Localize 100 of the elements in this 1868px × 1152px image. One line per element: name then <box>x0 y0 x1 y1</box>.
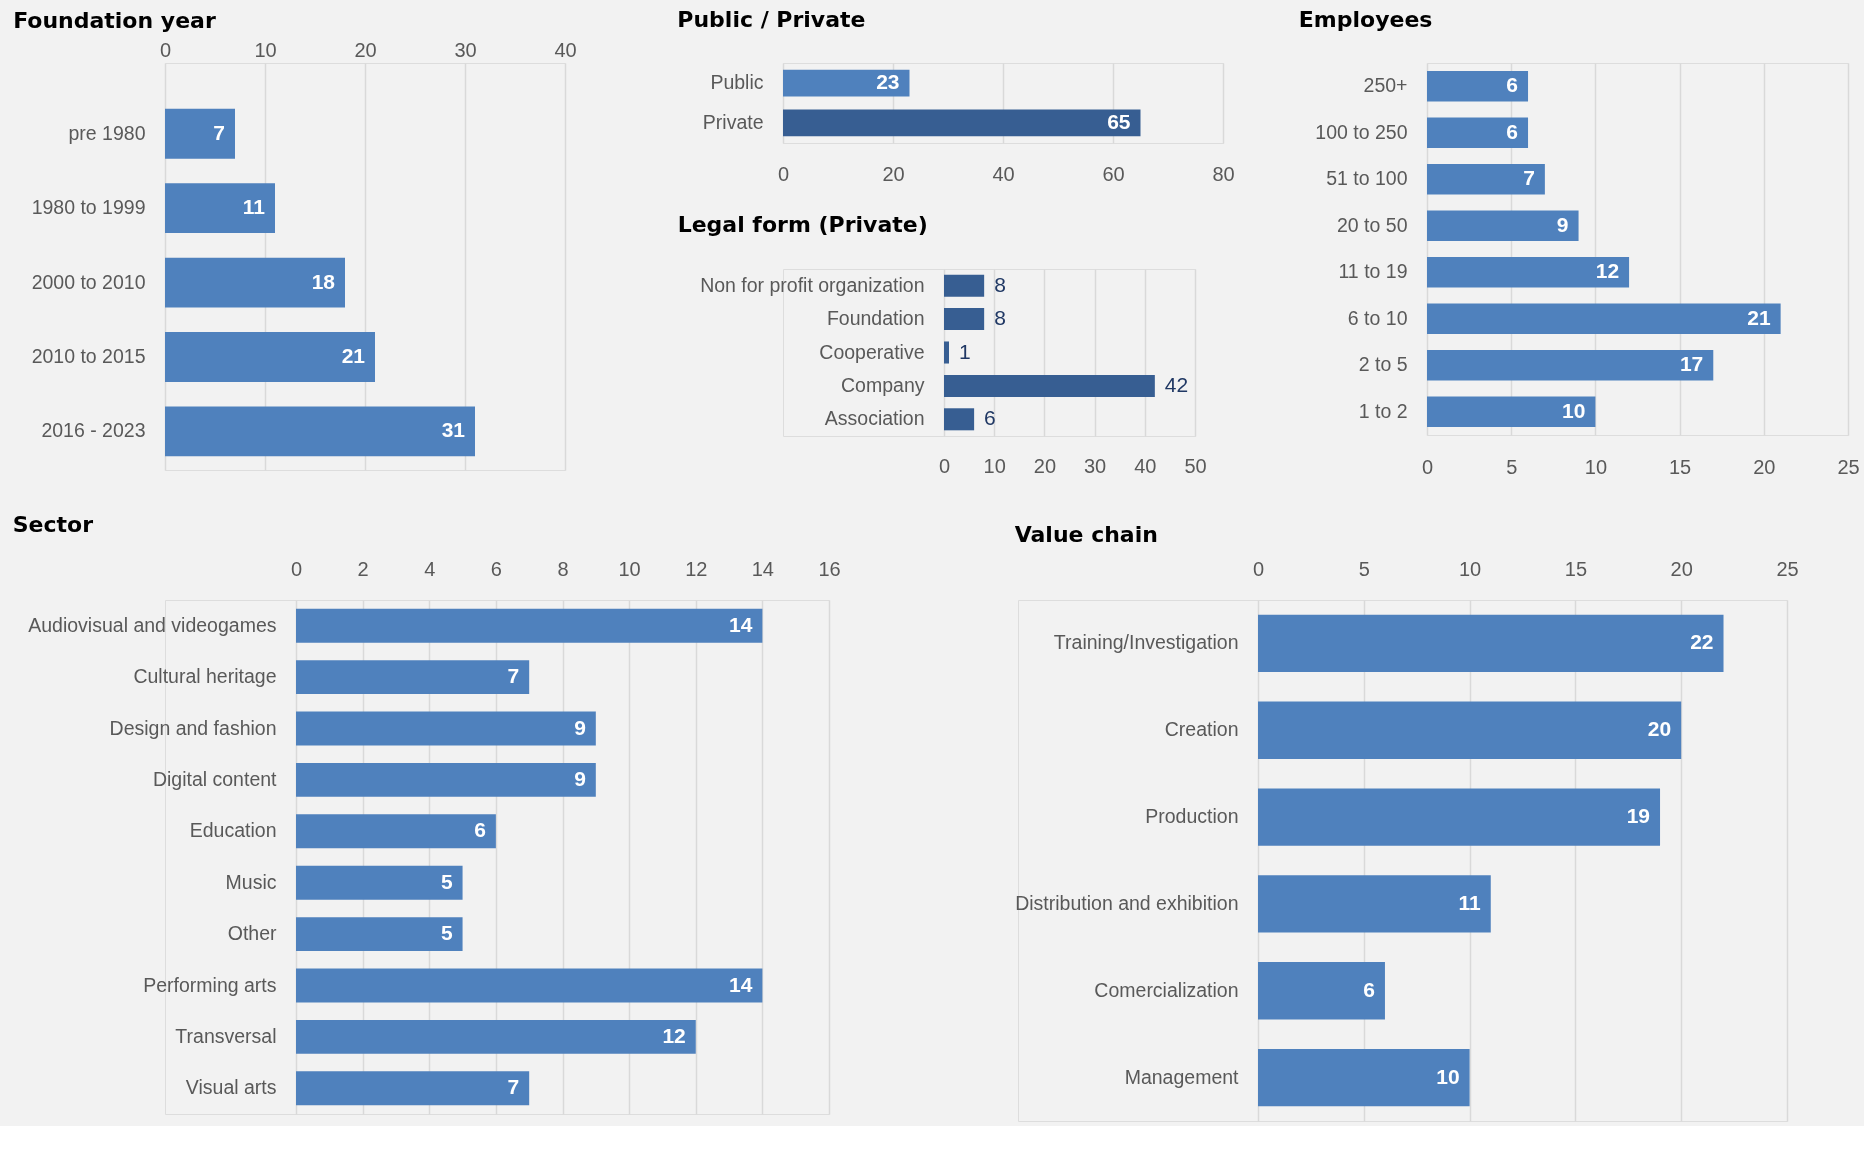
data-label: 12 <box>1595 259 1620 283</box>
data-label: 6 <box>1506 119 1519 143</box>
x-tick-label: 20 <box>1670 557 1693 580</box>
y-tick-label: Distribution and exhibition <box>1015 891 1239 914</box>
data-label: 12 <box>662 1023 686 1047</box>
data-label: 21 <box>341 343 366 367</box>
y-tick-label: 2000 to 2010 <box>31 270 146 293</box>
bar <box>296 1019 696 1054</box>
x-tick-label: 10 <box>1458 557 1482 580</box>
x-tick-label: 16 <box>818 557 841 580</box>
y-tick-label: Design and fashion <box>109 716 277 739</box>
bar <box>1427 163 1545 195</box>
x-tick-label: 15 <box>1668 455 1692 478</box>
data-label: 7 <box>507 664 520 688</box>
y-tick-label: Performing arts <box>143 973 277 996</box>
data-label: 8 <box>994 306 1006 330</box>
y-tick-label: Foundation <box>826 307 925 330</box>
data-label: 21 <box>1747 305 1771 329</box>
data-label: 22 <box>1690 630 1714 654</box>
data-label: 65 <box>1107 109 1131 133</box>
x-tick-label: 0 <box>777 162 790 185</box>
y-tick-label: Music <box>225 870 277 893</box>
x-tick-label: 0 <box>1421 455 1434 478</box>
data-label: 17 <box>1679 352 1704 376</box>
y-tick-label: Training/Investigation <box>1053 631 1239 654</box>
y-tick-label: Audiovisual and videogames <box>28 613 277 636</box>
data-label: 6 <box>1363 977 1375 1001</box>
y-tick-label: 2 to 5 <box>1358 353 1408 376</box>
bar <box>944 341 950 364</box>
bar <box>1427 256 1630 288</box>
y-tick-label: 100 to 250 <box>1315 120 1408 143</box>
y-tick-label: Non for profit organization <box>700 273 925 296</box>
data-label: 20 <box>1647 717 1672 741</box>
data-label: 5 <box>440 869 453 893</box>
y-tick-label: Private <box>702 110 764 133</box>
x-tick-label: 20 <box>1033 454 1057 477</box>
bar <box>296 968 763 1003</box>
y-tick-label: 11 to 19 <box>1338 260 1408 283</box>
bar <box>944 408 975 431</box>
y-tick-label: Management <box>1124 1065 1240 1088</box>
bar <box>1427 349 1714 381</box>
text: Sector <box>12 512 94 537</box>
x-tick-label: 20 <box>882 162 905 185</box>
bar <box>1258 614 1724 673</box>
bar <box>296 917 463 952</box>
y-tick-label: Education <box>189 819 277 842</box>
chart-title: Employees <box>1298 7 1433 32</box>
data-label: 1 <box>959 339 971 363</box>
y-tick-label: Transversal <box>175 1024 277 1047</box>
y-tick-label: pre 1980 <box>68 121 146 144</box>
data-label: 9 <box>574 766 586 790</box>
x-tick-label: 40 <box>1134 454 1157 477</box>
x-tick-label: 25 <box>1776 557 1799 580</box>
data-label: 14 <box>729 972 753 996</box>
y-tick-label: Public <box>710 71 764 94</box>
bar <box>165 183 275 234</box>
data-label: 9 <box>1556 212 1569 236</box>
chart-title: Value chain <box>1014 522 1158 547</box>
x-tick-label: 10 <box>254 38 277 61</box>
x-tick-label: 8 <box>557 557 569 580</box>
data-label: 10 <box>1562 398 1586 422</box>
x-tick-label: 6 <box>490 557 502 580</box>
x-tick-label: 30 <box>454 38 477 61</box>
data-label: 23 <box>876 70 900 94</box>
y-tick-label: 2016 - 2023 <box>41 419 146 442</box>
bar <box>296 711 596 746</box>
x-tick-label: 80 <box>1212 162 1235 185</box>
data-label: 7 <box>1523 166 1535 190</box>
bar <box>165 108 235 159</box>
x-tick-label: 5 <box>1358 557 1370 580</box>
y-tick-label: Visual arts <box>185 1076 277 1099</box>
data-label: 10 <box>1436 1064 1460 1088</box>
bar <box>1427 117 1529 149</box>
bar <box>165 406 475 457</box>
bar <box>1427 303 1781 335</box>
y-tick-label: 51 to 100 <box>1326 167 1408 190</box>
data-label: 11 <box>1458 890 1482 914</box>
y-tick-label: Digital content <box>152 767 278 790</box>
x-tick-label: 14 <box>751 557 774 580</box>
y-tick-label: Comercialization <box>1094 978 1239 1001</box>
y-tick-label: Company <box>841 373 925 396</box>
bar <box>165 332 375 382</box>
bar <box>1258 1048 1470 1107</box>
data-label: 19 <box>1626 804 1651 828</box>
x-tick-label: 2 <box>357 557 369 580</box>
x-tick-label: 15 <box>1564 557 1588 580</box>
bar <box>1427 210 1579 242</box>
x-tick-label: 0 <box>159 38 172 61</box>
y-tick-label: Cultural heritage <box>133 665 277 688</box>
x-tick-label: 4 <box>424 557 436 580</box>
x-tick-label: 25 <box>1837 455 1860 478</box>
bar <box>1258 875 1491 933</box>
bar <box>1427 396 1596 428</box>
x-tick-label: 10 <box>618 557 641 580</box>
chart-title: Legal form (Private) <box>677 212 928 237</box>
x-tick-label: 40 <box>992 162 1015 185</box>
bar <box>944 374 1155 397</box>
data-label: 7 <box>507 1075 520 1099</box>
data-label: 6 <box>984 406 996 430</box>
x-tick-label: 10 <box>1584 455 1608 478</box>
